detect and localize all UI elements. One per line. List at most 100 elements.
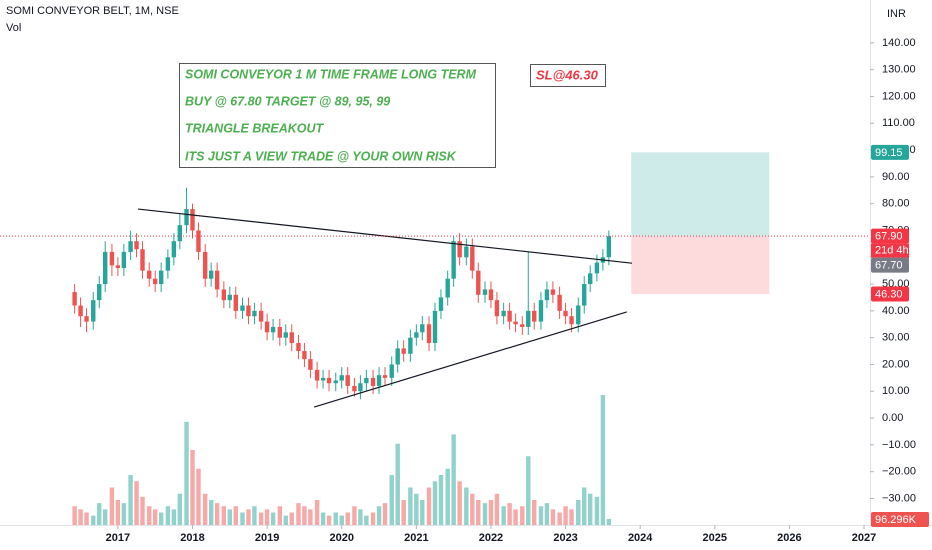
volume-bar [333,512,338,525]
volume-bar [544,503,550,525]
volume-bar [202,493,208,525]
volume-bar [507,503,512,525]
candle-body [544,289,550,301]
y-tick-label: 10.00 [882,385,910,397]
candle-body [333,380,338,384]
volume-bar [134,481,139,525]
candle-body [582,284,587,306]
volume-bar [270,512,276,525]
candle-body [158,270,164,285]
volume-bar [488,500,494,525]
candle-body [84,316,89,322]
x-tick-label: 2026 [777,532,801,544]
candle-body [563,310,568,317]
candle-body [408,337,413,354]
x-tick-label: 2025 [703,532,727,544]
y-tick-label: −20.00 [882,466,916,478]
volume-bar [326,515,332,525]
price-label-box [871,144,909,160]
volume-bar [376,506,382,525]
annotation: TRIANGLE BREAKOUT [185,121,325,135]
volume-label: 96.296K [875,514,917,526]
candle-body [569,316,574,325]
volume-bar [345,512,350,525]
candle-body [115,265,121,268]
candle-body [184,209,189,226]
candle-body [395,348,400,365]
candle-body [376,375,382,386]
volume-bar [358,509,363,525]
volume-bar [103,509,108,525]
volume-bar [308,509,313,525]
candle-body [401,348,406,354]
volume-bar [320,512,326,525]
annotation-box [179,63,496,168]
candle-body [72,292,77,306]
candle-body [352,385,357,392]
candle-body [190,209,195,231]
candle-body [488,289,494,301]
volume-bar [91,515,96,525]
stop-note: SL@46.30 [536,67,599,82]
annotation: BUY @ 67.80 TARGET @ 89, 95, 99 [185,94,390,108]
volume-bar [464,487,469,525]
volume-bar [352,506,357,525]
annotation: SOMI CONVEYOR 1 M TIME FRAME LONG TERM [185,67,477,81]
volume-bar [526,456,531,525]
volume-bar [600,395,606,525]
price-label: 46.30 [875,288,903,300]
volume-bar [432,481,438,525]
x-tick-label: 2021 [404,532,428,544]
candle-body [420,324,425,333]
volume-bar [140,496,145,525]
candle-body [370,377,376,386]
candle-body [358,383,363,392]
volume-bar [420,500,425,525]
candle-body [202,251,208,279]
trendline [137,208,633,264]
candle-body [414,332,419,338]
y-tick-label: 90.00 [882,171,910,183]
volume-bar [445,468,450,525]
volume-bar [339,515,344,525]
candle-body [326,377,332,384]
candle-body [339,375,344,381]
volume-bar [283,515,288,525]
candle-body [277,326,283,338]
x-tick-label: 2022 [479,532,503,544]
volume-bar [177,493,183,525]
candle-body [382,375,388,378]
candle-body [606,236,612,258]
candle-body [482,289,488,295]
candle-body [121,251,127,268]
volume-bar [501,506,506,525]
volume-bar [550,509,556,525]
volume-bar [227,509,233,525]
chart-title: SOMI CONVEYOR BELT, 1M, NSE [6,5,179,17]
volume-bar [470,493,475,525]
volume-bar [594,496,600,525]
candle-body [520,324,525,327]
candle-body [550,289,556,295]
y-tick-label: 80.00 [882,198,910,210]
candle-body [576,305,581,325]
volume-bar [171,509,177,525]
volume-bar [451,434,456,525]
candle-body [140,249,145,271]
y-tick-label: −30.00 [882,492,916,504]
volume-bar [233,506,238,525]
volume-bar [208,500,214,525]
price-label-box [871,257,909,273]
y-tick-label: 0.00 [882,412,903,424]
price-label-box [871,286,909,302]
x-tick-label: 2018 [180,532,204,544]
volume-bar [109,487,115,525]
stop-zone [631,236,770,294]
x-tick-label: 2017 [106,532,130,544]
volume-bar [302,506,307,525]
candle-body [426,324,432,344]
candle-body [432,310,438,344]
volume-bar [438,475,444,525]
candle-body [208,270,214,279]
candle-body [594,262,600,274]
